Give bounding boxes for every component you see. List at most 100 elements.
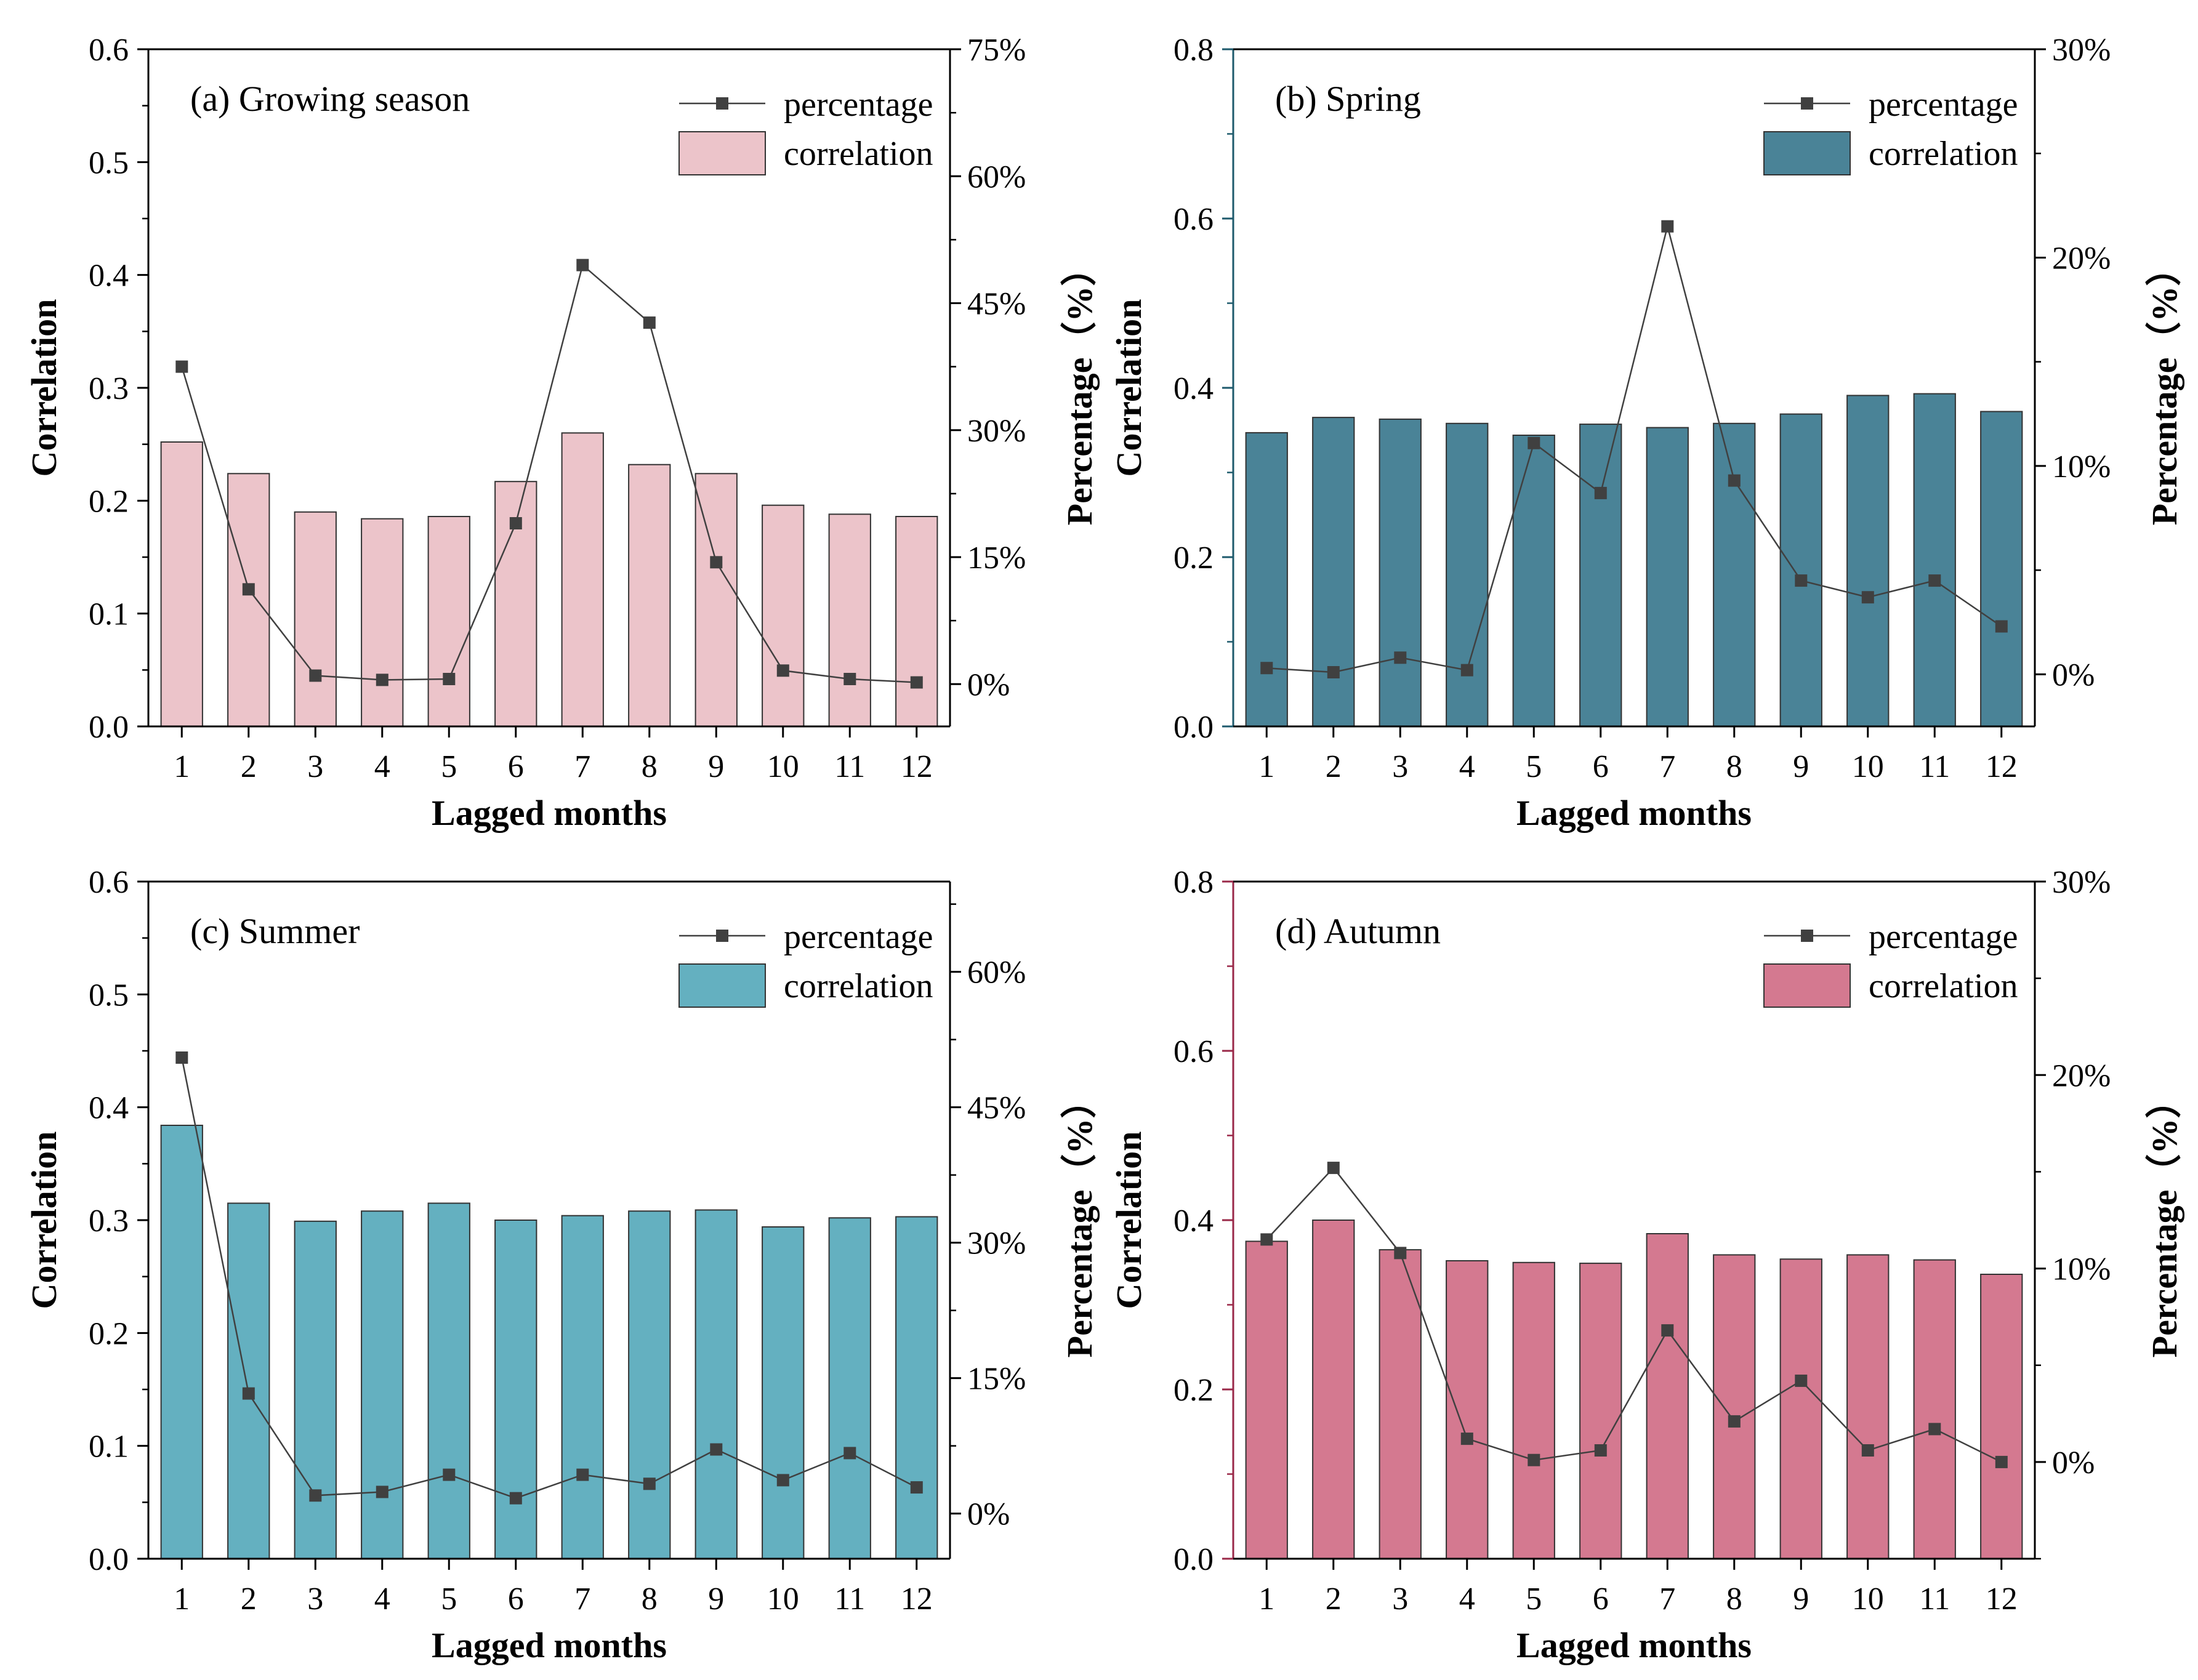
- bar-c-1: [160, 1125, 203, 1559]
- percentage-line-a: [181, 263, 917, 683]
- percentage-line-d: [1266, 1167, 2002, 1463]
- y-tick-label-right-b: 10%: [2052, 449, 2111, 484]
- bar-c-5: [427, 1202, 470, 1559]
- bar-a-12: [895, 516, 938, 727]
- y-tick-label-right-b: 20%: [2052, 241, 2111, 276]
- x-tick-label-c: 6: [508, 1582, 524, 1617]
- y-axis-title-right-a: Percentage（%）: [1060, 251, 1100, 526]
- x-tick-label-a: 3: [307, 749, 323, 784]
- percentage-point-d-1: [1260, 1233, 1273, 1246]
- x-tick-label-b: 8: [1726, 749, 1742, 784]
- legend-label-correlation-d: correlation: [1869, 967, 2018, 1005]
- percentage-point-c-8: [643, 1477, 656, 1490]
- x-tick-label-d: 6: [1593, 1582, 1609, 1617]
- x-tick-label-a: 12: [901, 749, 933, 784]
- percentage-point-a-6: [509, 517, 522, 529]
- x-axis-title-a: Lagged months: [432, 793, 667, 833]
- panel-label-c: (c) Summer: [190, 911, 360, 951]
- x-tick-label-c: 3: [307, 1582, 323, 1617]
- y-tick-label-right-c: 30%: [967, 1226, 1026, 1261]
- x-tick-label-c: 11: [834, 1582, 865, 1617]
- percentage-point-b-2: [1327, 666, 1340, 678]
- x-tick-label-c: 7: [574, 1582, 590, 1617]
- bar-a-8: [628, 464, 671, 727]
- y-axis-title-right-d: Percentage（%）: [2144, 1083, 2184, 1358]
- x-tick-label-c: 5: [441, 1582, 457, 1617]
- y-tick-label-right-a: 0%: [967, 667, 1010, 702]
- x-tick-label-b: 7: [1659, 749, 1675, 784]
- bar-b-3: [1379, 418, 1422, 728]
- bar-b-9: [1779, 413, 1822, 727]
- y-tick-label-right-d: 20%: [2052, 1058, 2111, 1093]
- percentage-point-c-9: [710, 1443, 723, 1456]
- percentage-point-a-12: [910, 676, 923, 689]
- percentage-point-d-10: [1861, 1444, 1874, 1457]
- x-tick-label-a: 6: [508, 749, 524, 784]
- x-tick-label-b: 12: [1986, 749, 2018, 784]
- percentage-point-b-6: [1594, 486, 1607, 499]
- y-tick-label-left-c: 0.3: [89, 1204, 129, 1239]
- x-tick-label-b: 4: [1459, 749, 1475, 784]
- percentage-point-d-8: [1728, 1415, 1741, 1428]
- percentage-point-b-4: [1460, 664, 1473, 677]
- bar-b-7: [1646, 427, 1689, 727]
- y-tick-label-left-b: 0.6: [1173, 202, 1214, 237]
- x-tick-label-a: 8: [642, 749, 658, 784]
- x-tick-label-c: 8: [642, 1582, 658, 1617]
- bar-d-12: [1980, 1274, 2023, 1559]
- panel-d: 0.00.20.40.60.80%10%20%30%1 2 3 4 5 6 7 8 9 10 11 1…: [1109, 865, 2184, 1665]
- y-tick-label-left-b: 0.4: [1173, 371, 1214, 406]
- y-tick-label-left-d: 0.6: [1173, 1034, 1214, 1069]
- percentage-point-b-1: [1260, 662, 1273, 675]
- legend-bar-swatch-d: [1763, 963, 1851, 1008]
- y-tick-label-left-a: 0.5: [89, 145, 129, 180]
- percentage-point-a-8: [643, 316, 656, 329]
- x-tick-label-b: 1: [1258, 749, 1274, 784]
- percentage-point-d-12: [1995, 1455, 2008, 1468]
- x-tick-label-d: 9: [1793, 1582, 1809, 1617]
- percentage-point-a-3: [309, 669, 322, 682]
- percentage-point-b-9: [1795, 574, 1808, 587]
- panel-c: 0.00.10.20.30.40.50.60%15%30%45%60%1 2 3 4 5…: [24, 865, 1100, 1665]
- percentage-point-c-7: [576, 1468, 589, 1481]
- y-tick-label-right-d: 10%: [2052, 1252, 2111, 1287]
- y-tick-label-right-b: 0%: [2052, 657, 2095, 693]
- legend-label-percentage-c: percentage: [784, 918, 933, 956]
- bar-b-6: [1579, 424, 1622, 727]
- bar-d-10: [1846, 1254, 1890, 1560]
- y-tick-label-right-a: 60%: [967, 159, 1026, 195]
- bar-b-8: [1713, 422, 1756, 728]
- x-axis-title-d: Lagged months: [1516, 1625, 1752, 1665]
- y-tick-label-left-b: 0.0: [1173, 710, 1214, 745]
- y-tick-label-right-c: 45%: [967, 1091, 1026, 1126]
- percentage-line-b: [1266, 226, 2002, 673]
- bar-a-1: [160, 441, 203, 727]
- y-axis-title-left-d: Correlation: [1109, 1131, 1149, 1309]
- bar-b-1: [1245, 432, 1288, 728]
- x-tick-label-a: 2: [241, 749, 257, 784]
- x-tick-label-c: 1: [174, 1582, 190, 1617]
- percentage-point-a-5: [443, 673, 456, 685]
- percentage-point-d-3: [1394, 1247, 1407, 1260]
- panel-label-d: (d) Autumn: [1275, 911, 1441, 951]
- percentage-point-d-2: [1327, 1162, 1340, 1175]
- percentage-point-d-5: [1528, 1453, 1540, 1466]
- x-tick-label-b: 5: [1526, 749, 1542, 784]
- y-tick-label-left-a: 0.4: [89, 259, 129, 294]
- bar-d-4: [1446, 1260, 1489, 1559]
- y-tick-label-left-c: 0.2: [89, 1316, 129, 1351]
- y-tick-label-left-c: 0.6: [89, 865, 129, 900]
- x-tick-label-a: 11: [834, 749, 865, 784]
- legend-bar-swatch-a: [678, 131, 766, 175]
- x-tick-label-b: 6: [1593, 749, 1609, 784]
- y-tick-label-left-c: 0.1: [89, 1429, 129, 1465]
- bar-d-6: [1579, 1263, 1622, 1560]
- bar-a-9: [694, 473, 738, 727]
- bar-d-2: [1312, 1220, 1355, 1559]
- x-axis-title-c: Lagged months: [432, 1625, 667, 1665]
- bar-c-4: [361, 1210, 404, 1560]
- percentage-point-c-1: [175, 1051, 188, 1064]
- legend-marker-swatch-c: [716, 930, 728, 942]
- percentage-point-d-9: [1795, 1374, 1808, 1387]
- bar-a-5: [427, 516, 470, 727]
